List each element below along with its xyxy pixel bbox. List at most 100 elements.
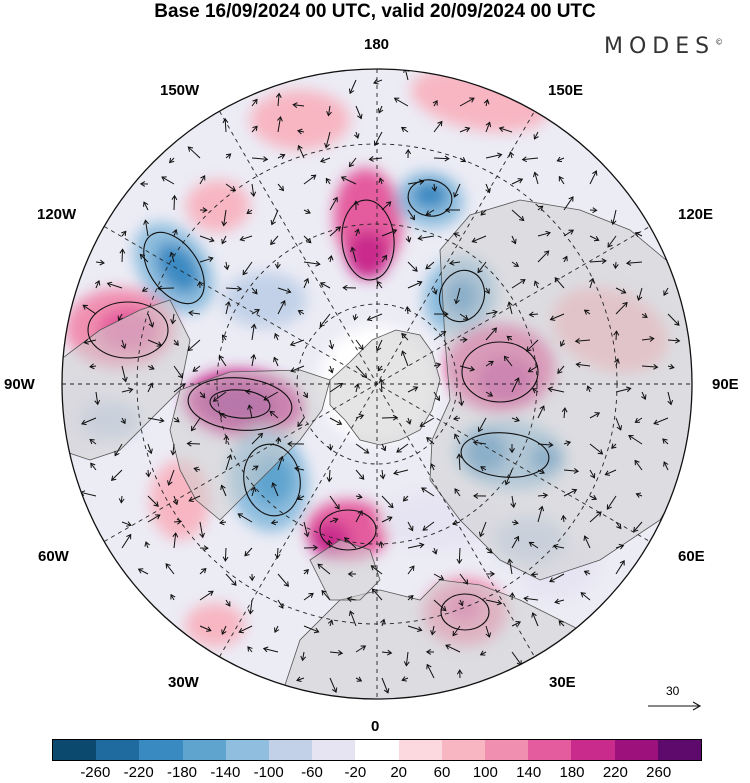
wind-arrow [459,126,471,133]
wind-arrow [354,383,360,393]
wind-arrow [118,495,125,504]
wind-arrow [188,310,201,316]
wind-arrow [292,102,305,109]
wind-arrow [606,495,617,510]
wind-arrow [199,391,206,399]
wind-arrow [563,440,572,447]
wind-arrow [615,560,625,575]
wind-arrow [247,599,254,615]
wind-arrow [327,619,334,627]
wind-arrow [378,378,385,393]
wind-arrow [81,417,97,426]
wind-arrow [144,541,150,549]
wind-arrow [381,649,393,656]
wind-arrow [498,126,513,133]
wind-arrow [95,259,105,266]
wind-arrow [511,535,520,549]
wind-arrow [472,492,487,499]
wind-arrow [485,625,492,638]
wind-arrow [346,596,357,603]
colorbar-tick-label: -100 [253,764,284,781]
contour-line [187,377,293,431]
wind-arrow [456,453,463,471]
wind-arrow [400,350,409,367]
wind-arrow [303,544,319,551]
wind-arrow [402,495,409,502]
wind-arrow [407,542,425,549]
wind-arrow [344,537,357,549]
lon-label-90e: 90E [712,376,739,393]
wind-arrow [147,364,155,370]
wind-arrow [199,235,215,243]
wind-arrow [173,339,179,346]
wind-arrow [219,519,227,526]
wind-arrow [326,105,332,117]
wind-arrow [251,432,264,445]
wind-arrow [557,365,565,374]
wind-arrow [366,313,383,322]
wind-arrow [589,494,598,501]
wind-arrow [527,365,539,373]
wind-arrow [329,677,338,693]
colorbar-swatch [614,740,658,760]
wind-arrow [430,463,436,471]
wind-arrow [477,261,487,274]
wind-arrow [406,417,412,425]
wind-arrow [537,505,545,523]
wind-arrow [329,382,344,393]
wind-arrow [355,413,365,420]
wind-arrow [625,260,643,266]
colorbar-swatch [312,740,356,760]
wind-arrow [426,663,435,679]
wind-arrow [193,466,201,473]
wind-arrow [199,521,205,539]
wind-arrow [425,261,435,270]
wind-arrow [613,330,620,341]
colorbar-tick-label: 260 [646,764,672,781]
wind-arrow [485,571,496,577]
colorbar [52,739,702,761]
wind-arrow [521,156,539,163]
wind-arrow [549,313,565,321]
wind-arrow [275,92,282,107]
wind-arrow [511,178,524,185]
wind-arrow [219,412,227,419]
wind-arrow [432,99,438,107]
lon-label-60w: 60W [38,548,69,565]
wind-arrow [451,520,461,526]
colorbar-swatch [571,740,615,760]
wind-arrow [580,592,591,601]
wind-arrow [633,521,643,533]
land-polygon [329,329,441,446]
colorbar-tick-label: -140 [210,764,241,781]
wind-arrow [381,677,390,694]
contour-line [243,443,301,517]
wind-arrow [589,207,598,214]
wind-arrow [407,386,419,393]
wind-arrow [106,281,123,289]
wind-arrow [225,301,231,315]
wind-arrow [173,518,183,525]
wind-arrow [653,417,669,425]
wind-arrow [508,151,515,159]
wind-arrow [615,521,622,530]
wind-arrow [610,209,617,226]
wind-arrow [477,417,487,433]
wind-arrow [509,592,516,601]
wind-arrow [485,121,492,133]
colorbar-swatch [225,740,270,760]
wind-arrow [407,595,414,601]
wind-arrow [459,157,467,163]
vector-scale-arrow [648,701,702,711]
wind-arrow [170,443,177,456]
wind-arrow [83,339,97,345]
wind-arrow [172,228,178,237]
wind-arrow [454,488,461,497]
anomaly-blob [186,180,250,232]
wind-arrow [454,433,461,445]
wind-arrow [511,621,522,627]
contour-line [438,269,486,323]
wind-arrow [563,488,578,497]
colorbar-swatch [53,740,97,760]
wind-arrow [407,280,423,289]
